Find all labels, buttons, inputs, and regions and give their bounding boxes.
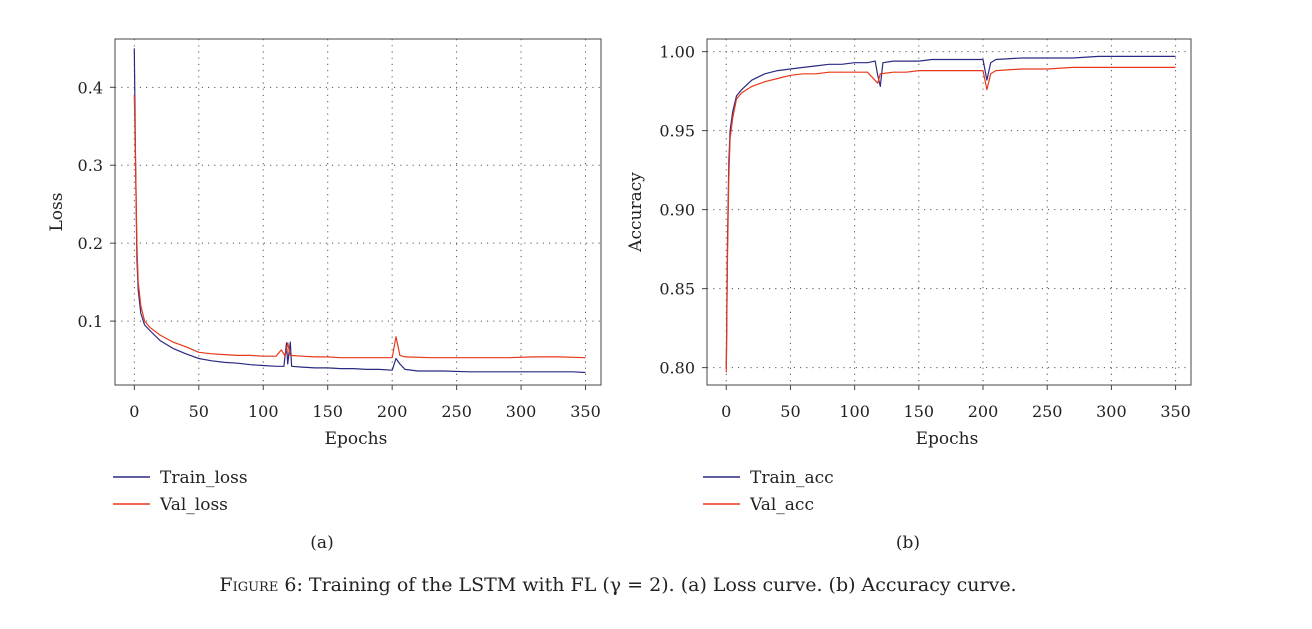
figure-canvas: 0 50 100 150 200 250 300 350 0.1 0.2 0.3 0.4 Epochs… (47, 38, 1192, 553)
loss-y-tick-label: 0.2 (78, 234, 103, 253)
loss-x-tick-label: 100 (248, 402, 279, 421)
legend-train-loss-label: Train_loss (160, 468, 248, 488)
accuracy-x-tick-label: 50 (780, 402, 800, 421)
loss-legend: Train_loss Val_loss (113, 468, 248, 515)
accuracy-grid (707, 39, 1191, 385)
accuracy-ticks: 0 50 100 150 200 250 300 350 0.80 0.85 0.90 0.95 1.0… (659, 43, 1190, 421)
accuracy-y-axis-label: Accuracy (626, 172, 646, 253)
loss-grid (115, 39, 601, 385)
accuracy-plot-frame (706, 38, 1192, 386)
legend-val-acc-label: Val_acc (749, 495, 814, 515)
figure-caption-text: Training of the LSTM with FL (γ = 2). (a… (308, 574, 1017, 596)
loss-x-tick-label: 250 (441, 402, 472, 421)
figure-caption: Figure 6: Training of the LSTM with FL (… (0, 574, 1236, 596)
loss-y-axis-label: Loss (47, 193, 67, 232)
legend-val-loss-label: Val_loss (159, 495, 228, 515)
loss-x-axis-label: Epochs (325, 429, 388, 449)
loss-subplot-label: (a) (310, 533, 333, 553)
loss-y-tick-label: 0.4 (78, 78, 103, 97)
loss-subplot: 0 50 100 150 200 250 300 350 0.1 0.2 0.3 0.4 Epochs… (47, 38, 602, 553)
legend-train-acc-label: Train_acc (750, 468, 834, 488)
accuracy-x-tick-label: 300 (1096, 402, 1127, 421)
accuracy-x-tick-label: 200 (968, 402, 999, 421)
accuracy-x-tick-label: 100 (839, 402, 870, 421)
loss-plot-frame (114, 38, 602, 386)
accuracy-legend: Train_acc Val_acc (703, 468, 834, 515)
loss-x-tick-label: 300 (506, 402, 537, 421)
loss-y-tick-label: 0.3 (78, 156, 103, 175)
loss-x-tick-label: 350 (570, 402, 601, 421)
loss-y-tick-label: 0.1 (78, 312, 103, 331)
loss-line-train-loss (133, 48, 586, 374)
accuracy-y-tick-label: 0.90 (659, 201, 695, 220)
accuracy-x-axis-label: Epochs (916, 429, 979, 449)
accuracy-line-train-acc (725, 55, 1176, 368)
loss-ticks: 0 50 100 150 200 250 300 350 0.1 0.2 0.3 0.4 (78, 78, 601, 421)
loss-x-tick-label: 150 (312, 402, 343, 421)
loss-x-tick-label: 200 (377, 402, 408, 421)
accuracy-y-tick-label: 0.85 (659, 280, 695, 299)
accuracy-subplot-label: (b) (896, 533, 920, 553)
accuracy-y-tick-label: 0.95 (659, 122, 695, 141)
loss-line-val-loss (133, 95, 586, 359)
loss-series (133, 48, 586, 374)
accuracy-x-tick-label: 150 (904, 402, 935, 421)
accuracy-y-tick-label: 0.80 (659, 359, 695, 378)
accuracy-x-tick-label: 250 (1032, 402, 1063, 421)
accuracy-line-val-acc (725, 66, 1176, 373)
loss-x-tick-label: 0 (129, 402, 139, 421)
accuracy-x-tick-label: 350 (1160, 402, 1191, 421)
accuracy-y-tick-label: 1.00 (659, 43, 695, 62)
accuracy-subplot: 0 50 100 150 200 250 300 350 0.80 0.85 0.90 0.95 1.0… (626, 38, 1192, 553)
loss-x-tick-label: 50 (189, 402, 209, 421)
accuracy-series (725, 55, 1176, 373)
accuracy-x-tick-label: 0 (721, 402, 731, 421)
figure-caption-label: Figure 6: (219, 574, 303, 596)
